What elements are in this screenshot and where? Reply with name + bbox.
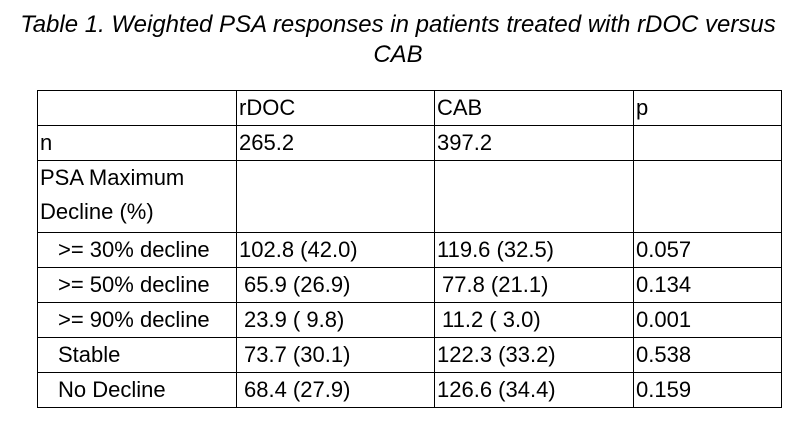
cell: 122.3 (33.2): [434, 337, 634, 373]
row-label: No Decline: [37, 372, 237, 408]
row-label: >= 90% decline: [37, 302, 237, 338]
row: PSA Maximum Decline (%): [37, 160, 782, 233]
header-cell: CAB: [434, 90, 634, 126]
row: No Decline 68.4 (27.9) 126.6 (34.4) 0.15…: [37, 372, 782, 408]
cell: 0.001: [633, 302, 782, 338]
row: Stable 73.7 (30.1) 122.3 (33.2) 0.538: [37, 337, 782, 373]
cell: 0.538: [633, 337, 782, 373]
row-label: >= 30% decline: [37, 232, 237, 268]
cell: 102.8 (42.0): [236, 232, 435, 268]
cell: [434, 160, 634, 233]
row: n 265.2 397.2: [37, 125, 782, 161]
cell: 23.9 ( 9.8): [236, 302, 435, 338]
row: >= 30% decline 102.8 (42.0) 119.6 (32.5)…: [37, 232, 782, 268]
row-label: n: [37, 125, 237, 161]
data-table: rDOC CAB p n 265.2 397.2 PSA Maximum Dec…: [37, 90, 782, 408]
cell: [37, 90, 237, 126]
cell: 119.6 (32.5): [434, 232, 634, 268]
header-cell: p: [633, 90, 782, 126]
row: >= 50% decline 65.9 (26.9) 77.8 (21.1) 0…: [37, 267, 782, 303]
page: Table 1. Weighted PSA responses in patie…: [0, 10, 796, 433]
cell: 11.2 ( 3.0): [434, 302, 634, 338]
header-row: rDOC CAB p: [37, 90, 782, 126]
cell: 397.2: [434, 125, 634, 161]
cell: 68.4 (27.9): [236, 372, 435, 408]
cell: 126.6 (34.4): [434, 372, 634, 408]
cell: 0.159: [633, 372, 782, 408]
cell: [236, 160, 435, 233]
header-cell: rDOC: [236, 90, 435, 126]
row: >= 90% decline 23.9 ( 9.8) 11.2 ( 3.0) 0…: [37, 302, 782, 338]
cell: 65.9 (26.9): [236, 267, 435, 303]
cell: [633, 160, 782, 233]
table-title: Table 1. Weighted PSA responses in patie…: [20, 11, 776, 68]
cell: 73.7 (30.1): [236, 337, 435, 373]
cell: 265.2: [236, 125, 435, 161]
row-label: Stable: [37, 337, 237, 373]
cell: [633, 125, 782, 161]
cell: 77.8 (21.1): [434, 267, 634, 303]
cell: 0.057: [633, 232, 782, 268]
row-label: >= 50% decline: [37, 267, 237, 303]
cell: 0.134: [633, 267, 782, 303]
row-label: PSA Maximum Decline (%): [37, 160, 237, 233]
